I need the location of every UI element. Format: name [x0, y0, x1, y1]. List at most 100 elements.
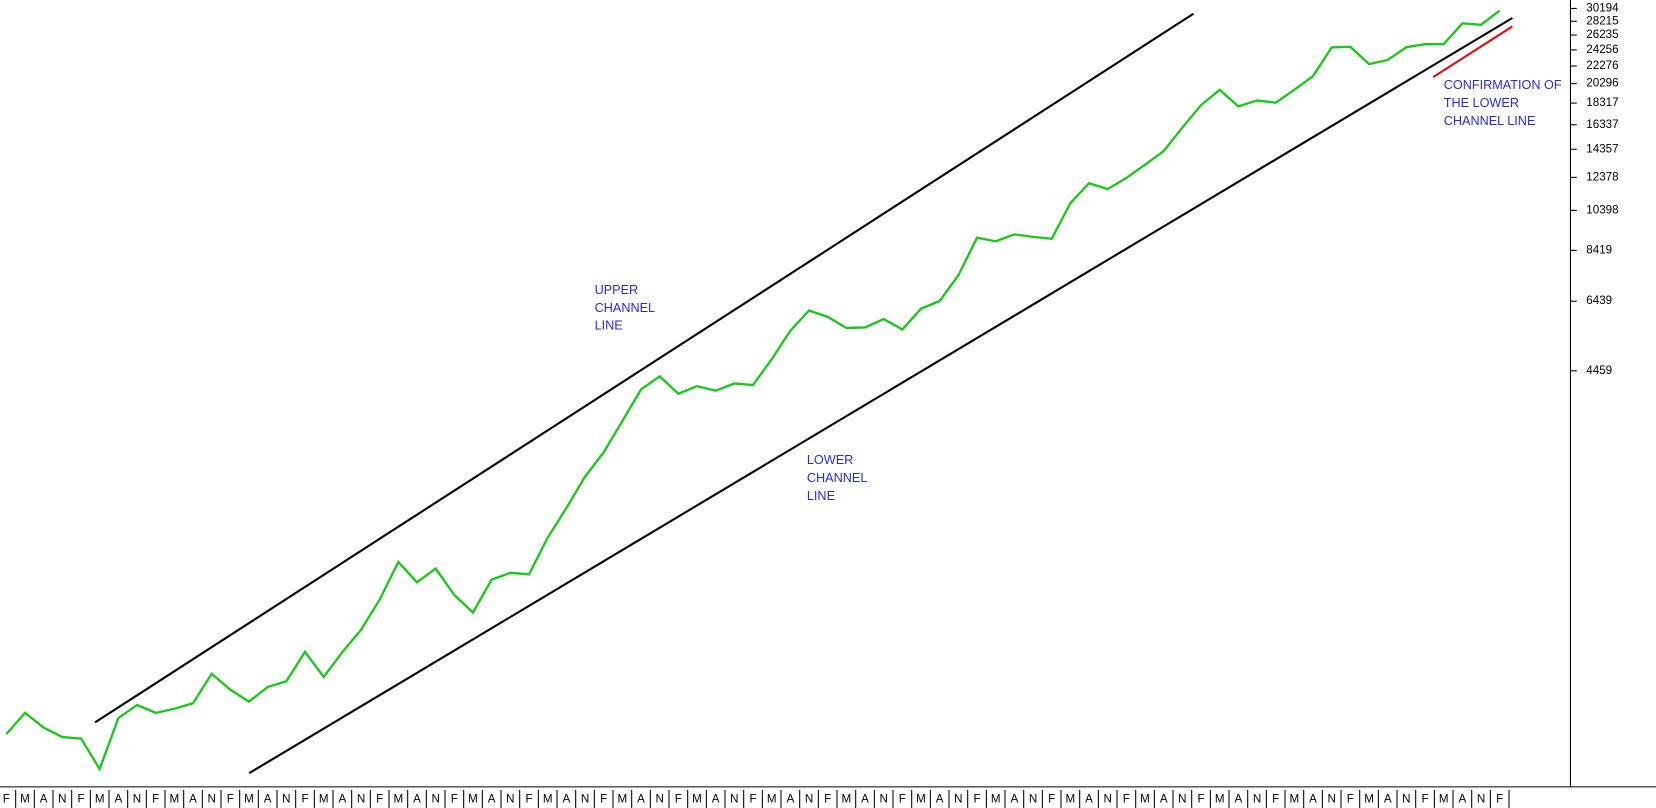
x-tick-label: F: [1048, 793, 1055, 806]
x-tick-label: N: [1029, 793, 1037, 806]
x-tick-label: A: [936, 793, 944, 806]
x-tick-label: F: [1421, 793, 1428, 806]
price-line: [5, 9, 1501, 772]
x-tick-label: N: [805, 793, 813, 806]
annotation: CONFIRMATION OF: [1444, 78, 1562, 92]
x-tick-label: A: [562, 793, 570, 806]
x-tick-label: A: [861, 793, 869, 806]
x-tick-label: A: [1458, 793, 1466, 806]
y-tick-label: 16337: [1586, 118, 1618, 131]
x-tick-label: M: [1439, 793, 1449, 806]
x-tick-label: M: [842, 793, 852, 806]
annotation: LINE: [595, 319, 623, 333]
x-tick-label: M: [692, 793, 702, 806]
x-tick-label: M: [1290, 793, 1300, 806]
x-tick-label: N: [133, 793, 141, 806]
x-tick-label: N: [1402, 793, 1410, 806]
x-tick-label: A: [1085, 793, 1093, 806]
annotation: LOWER: [807, 453, 853, 467]
y-tick-label: 8419: [1586, 243, 1612, 256]
x-tick-label: N: [1178, 793, 1186, 806]
upper-channel-line: [94, 12, 1194, 724]
y-tick-label: 14357: [1586, 142, 1618, 155]
x-tick-label: M: [618, 793, 628, 806]
x-tick-label: F: [1197, 793, 1204, 806]
x-tick-label: F: [77, 793, 84, 806]
y-tick-label: 10398: [1586, 203, 1618, 216]
annotation: CHANNEL LINE: [1444, 114, 1536, 128]
x-tick-label: A: [1384, 793, 1392, 806]
x-tick-label: M: [1066, 793, 1076, 806]
x-tick-label: N: [581, 793, 589, 806]
x-tick-label: A: [40, 793, 48, 806]
x-tick-label: N: [207, 793, 215, 806]
x-tick-label: A: [488, 793, 496, 806]
x-tick-label: F: [973, 793, 980, 806]
x-tick-label: M: [95, 793, 105, 806]
x-tick-label: N: [730, 793, 738, 806]
annotation: THE LOWER: [1444, 96, 1519, 110]
x-tick-label: A: [189, 793, 197, 806]
annotation: CHANNEL: [595, 301, 655, 315]
x-tick-label: F: [1496, 793, 1503, 806]
x-tick-label: A: [114, 793, 122, 806]
x-tick-label: F: [152, 793, 159, 806]
annotation: LINE: [807, 489, 835, 503]
y-tick-label: 18317: [1586, 96, 1618, 109]
x-tick-label: M: [767, 793, 777, 806]
x-tick-label: N: [954, 793, 962, 806]
y-tick-label: 4459: [1586, 364, 1612, 377]
x-tick-label: M: [468, 793, 478, 806]
x-tick-label: M: [319, 793, 329, 806]
x-tick-label: F: [301, 793, 308, 806]
confirmation-line: [1432, 25, 1513, 79]
annotation: UPPER: [595, 283, 639, 297]
y-tick-label: 22276: [1586, 59, 1618, 72]
x-tick-label: A: [1309, 793, 1317, 806]
x-tick-label: F: [451, 793, 458, 806]
x-tick-label: N: [655, 793, 663, 806]
y-tick-label: 30194: [1586, 1, 1619, 14]
x-tick-label: A: [637, 793, 645, 806]
x-tick-label: A: [338, 793, 346, 806]
annotation: CHANNEL: [807, 471, 867, 485]
x-tick-label: M: [394, 793, 404, 806]
x-tick-label: N: [1103, 793, 1111, 806]
y-tick-label: 28215: [1586, 14, 1618, 27]
x-tick-label: F: [675, 793, 682, 806]
x-tick-label: A: [1160, 793, 1168, 806]
x-tick-label: M: [1140, 793, 1150, 806]
x-tick-label: N: [357, 793, 365, 806]
y-tick-label: 26235: [1586, 28, 1618, 41]
x-tick-label: A: [1234, 793, 1242, 806]
y-tick-label: 12378: [1586, 170, 1618, 183]
y-tick-label: 6439: [1586, 294, 1612, 307]
x-tick-label: F: [525, 793, 532, 806]
x-tick-label: A: [413, 793, 421, 806]
x-tick-label: F: [1272, 793, 1279, 806]
x-tick-label: M: [20, 793, 30, 806]
x-tick-label: N: [879, 793, 887, 806]
x-tick-label: N: [1327, 793, 1335, 806]
x-tick-label: F: [899, 793, 906, 806]
x-tick-label: N: [58, 793, 66, 806]
x-tick-label: F: [1123, 793, 1130, 806]
x-tick-label: N: [506, 793, 514, 806]
lower-channel-line: [248, 17, 1513, 775]
x-tick-label: M: [543, 793, 553, 806]
x-tick-label: M: [916, 793, 926, 806]
x-tick-label: F: [3, 793, 10, 806]
x-tick-label: M: [1215, 793, 1225, 806]
x-tick-label: A: [712, 793, 720, 806]
x-tick-label: F: [376, 793, 383, 806]
x-tick-label: F: [600, 793, 607, 806]
x-tick-label: N: [1253, 793, 1261, 806]
x-tick-label: F: [749, 793, 756, 806]
x-tick-label: A: [1010, 793, 1018, 806]
x-tick-label: F: [824, 793, 831, 806]
x-tick-label: M: [170, 793, 180, 806]
x-tick-label: N: [1477, 793, 1485, 806]
y-tick-label: 24256: [1586, 43, 1618, 56]
